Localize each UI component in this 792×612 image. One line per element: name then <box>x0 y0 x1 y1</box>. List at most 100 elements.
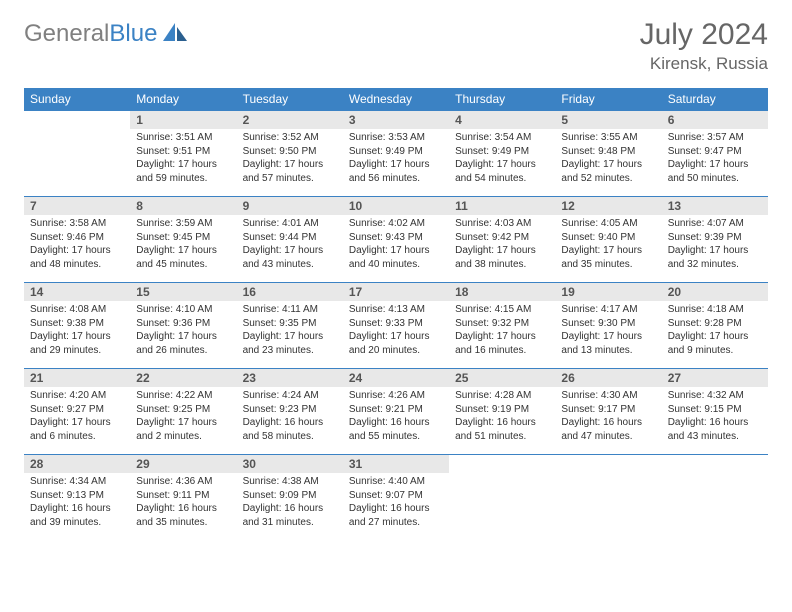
sunset-text: Sunset: 9:46 PM <box>30 231 124 245</box>
day-details: Sunrise: 4:20 AMSunset: 9:27 PMDaylight:… <box>24 387 130 447</box>
sunrise-text: Sunrise: 4:07 AM <box>668 217 762 231</box>
calendar-day-cell: 31Sunrise: 4:40 AMSunset: 9:07 PMDayligh… <box>343 455 449 541</box>
sunrise-text: Sunrise: 4:26 AM <box>349 389 443 403</box>
day-number: 2 <box>237 111 343 129</box>
day-number: 14 <box>24 283 130 301</box>
daylight-text: Daylight: 17 hours <box>561 158 655 172</box>
sunset-text: Sunset: 9:36 PM <box>136 317 230 331</box>
daylight-text: Daylight: 16 hours <box>455 416 549 430</box>
daylight-text: and 47 minutes. <box>561 430 655 444</box>
day-details: Sunrise: 4:01 AMSunset: 9:44 PMDaylight:… <box>237 215 343 275</box>
calendar-day-cell: 7Sunrise: 3:58 AMSunset: 9:46 PMDaylight… <box>24 197 130 283</box>
daylight-text: and 50 minutes. <box>668 172 762 186</box>
sunrise-text: Sunrise: 4:13 AM <box>349 303 443 317</box>
daylight-text: and 45 minutes. <box>136 258 230 272</box>
day-number: 26 <box>555 369 661 387</box>
day-header: Saturday <box>662 88 768 111</box>
daylight-text: and 9 minutes. <box>668 344 762 358</box>
day-header: Wednesday <box>343 88 449 111</box>
calendar-day-cell <box>555 455 661 541</box>
day-details: Sunrise: 4:07 AMSunset: 9:39 PMDaylight:… <box>662 215 768 275</box>
day-details: Sunrise: 4:40 AMSunset: 9:07 PMDaylight:… <box>343 473 449 533</box>
daylight-text: and 20 minutes. <box>349 344 443 358</box>
daylight-text: Daylight: 17 hours <box>243 244 337 258</box>
calendar-day-cell: 1Sunrise: 3:51 AMSunset: 9:51 PMDaylight… <box>130 111 236 197</box>
sunset-text: Sunset: 9:50 PM <box>243 145 337 159</box>
calendar-day-cell: 18Sunrise: 4:15 AMSunset: 9:32 PMDayligh… <box>449 283 555 369</box>
day-number: 11 <box>449 197 555 215</box>
day-number: 18 <box>449 283 555 301</box>
calendar-day-cell: 2Sunrise: 3:52 AMSunset: 9:50 PMDaylight… <box>237 111 343 197</box>
daylight-text: Daylight: 17 hours <box>30 416 124 430</box>
daylight-text: Daylight: 17 hours <box>136 158 230 172</box>
sunrise-text: Sunrise: 4:01 AM <box>243 217 337 231</box>
sunrise-text: Sunrise: 4:28 AM <box>455 389 549 403</box>
daylight-text: Daylight: 16 hours <box>243 502 337 516</box>
calendar-day-cell: 4Sunrise: 3:54 AMSunset: 9:49 PMDaylight… <box>449 111 555 197</box>
calendar-day-cell: 15Sunrise: 4:10 AMSunset: 9:36 PMDayligh… <box>130 283 236 369</box>
sunrise-text: Sunrise: 4:17 AM <box>561 303 655 317</box>
day-number: 31 <box>343 455 449 473</box>
sunrise-text: Sunrise: 3:54 AM <box>455 131 549 145</box>
calendar-body: 1Sunrise: 3:51 AMSunset: 9:51 PMDaylight… <box>24 111 768 541</box>
day-details: Sunrise: 4:11 AMSunset: 9:35 PMDaylight:… <box>237 301 343 361</box>
sunset-text: Sunset: 9:47 PM <box>668 145 762 159</box>
daylight-text: and 16 minutes. <box>455 344 549 358</box>
daylight-text: Daylight: 17 hours <box>136 416 230 430</box>
day-details: Sunrise: 4:34 AMSunset: 9:13 PMDaylight:… <box>24 473 130 533</box>
calendar-day-cell: 17Sunrise: 4:13 AMSunset: 9:33 PMDayligh… <box>343 283 449 369</box>
calendar-day-cell: 10Sunrise: 4:02 AMSunset: 9:43 PMDayligh… <box>343 197 449 283</box>
daylight-text: and 57 minutes. <box>243 172 337 186</box>
sunset-text: Sunset: 9:13 PM <box>30 489 124 503</box>
day-header: Thursday <box>449 88 555 111</box>
daylight-text: and 54 minutes. <box>455 172 549 186</box>
month-title: July 2024 <box>640 18 768 52</box>
calendar-day-cell: 19Sunrise: 4:17 AMSunset: 9:30 PMDayligh… <box>555 283 661 369</box>
sunrise-text: Sunrise: 4:32 AM <box>668 389 762 403</box>
sunset-text: Sunset: 9:39 PM <box>668 231 762 245</box>
day-number: 10 <box>343 197 449 215</box>
header: GeneralBlue July 2024 Kirensk, Russia <box>24 18 768 74</box>
daylight-text: and 38 minutes. <box>455 258 549 272</box>
calendar-day-cell: 26Sunrise: 4:30 AMSunset: 9:17 PMDayligh… <box>555 369 661 455</box>
calendar-day-cell: 9Sunrise: 4:01 AMSunset: 9:44 PMDaylight… <box>237 197 343 283</box>
sail-icon <box>163 22 189 50</box>
day-number: 4 <box>449 111 555 129</box>
day-number: 21 <box>24 369 130 387</box>
day-number: 23 <box>237 369 343 387</box>
sunset-text: Sunset: 9:09 PM <box>243 489 337 503</box>
calendar-day-cell: 29Sunrise: 4:36 AMSunset: 9:11 PMDayligh… <box>130 455 236 541</box>
sunrise-text: Sunrise: 4:36 AM <box>136 475 230 489</box>
daylight-text: and 29 minutes. <box>30 344 124 358</box>
daylight-text: and 27 minutes. <box>349 516 443 530</box>
day-number: 13 <box>662 197 768 215</box>
sunrise-text: Sunrise: 4:18 AM <box>668 303 762 317</box>
calendar-day-cell: 13Sunrise: 4:07 AMSunset: 9:39 PMDayligh… <box>662 197 768 283</box>
sunset-text: Sunset: 9:30 PM <box>561 317 655 331</box>
sunrise-text: Sunrise: 3:51 AM <box>136 131 230 145</box>
calendar-day-cell: 24Sunrise: 4:26 AMSunset: 9:21 PMDayligh… <box>343 369 449 455</box>
day-details: Sunrise: 4:32 AMSunset: 9:15 PMDaylight:… <box>662 387 768 447</box>
calendar-day-cell: 21Sunrise: 4:20 AMSunset: 9:27 PMDayligh… <box>24 369 130 455</box>
sunrise-text: Sunrise: 4:05 AM <box>561 217 655 231</box>
daylight-text: and 48 minutes. <box>30 258 124 272</box>
day-details: Sunrise: 4:28 AMSunset: 9:19 PMDaylight:… <box>449 387 555 447</box>
calendar-week-row: 21Sunrise: 4:20 AMSunset: 9:27 PMDayligh… <box>24 369 768 455</box>
sunset-text: Sunset: 9:17 PM <box>561 403 655 417</box>
day-details: Sunrise: 4:38 AMSunset: 9:09 PMDaylight:… <box>237 473 343 533</box>
day-number: 29 <box>130 455 236 473</box>
daylight-text: and 13 minutes. <box>561 344 655 358</box>
sunrise-text: Sunrise: 4:24 AM <box>243 389 337 403</box>
sunset-text: Sunset: 9:45 PM <box>136 231 230 245</box>
sunset-text: Sunset: 9:27 PM <box>30 403 124 417</box>
day-details: Sunrise: 4:15 AMSunset: 9:32 PMDaylight:… <box>449 301 555 361</box>
calendar-header-row: Sunday Monday Tuesday Wednesday Thursday… <box>24 88 768 111</box>
day-number: 20 <box>662 283 768 301</box>
sunset-text: Sunset: 9:21 PM <box>349 403 443 417</box>
day-details: Sunrise: 4:22 AMSunset: 9:25 PMDaylight:… <box>130 387 236 447</box>
day-header: Monday <box>130 88 236 111</box>
sunrise-text: Sunrise: 4:38 AM <box>243 475 337 489</box>
day-details: Sunrise: 4:18 AMSunset: 9:28 PMDaylight:… <box>662 301 768 361</box>
day-details: Sunrise: 4:13 AMSunset: 9:33 PMDaylight:… <box>343 301 449 361</box>
calendar-day-cell <box>662 455 768 541</box>
